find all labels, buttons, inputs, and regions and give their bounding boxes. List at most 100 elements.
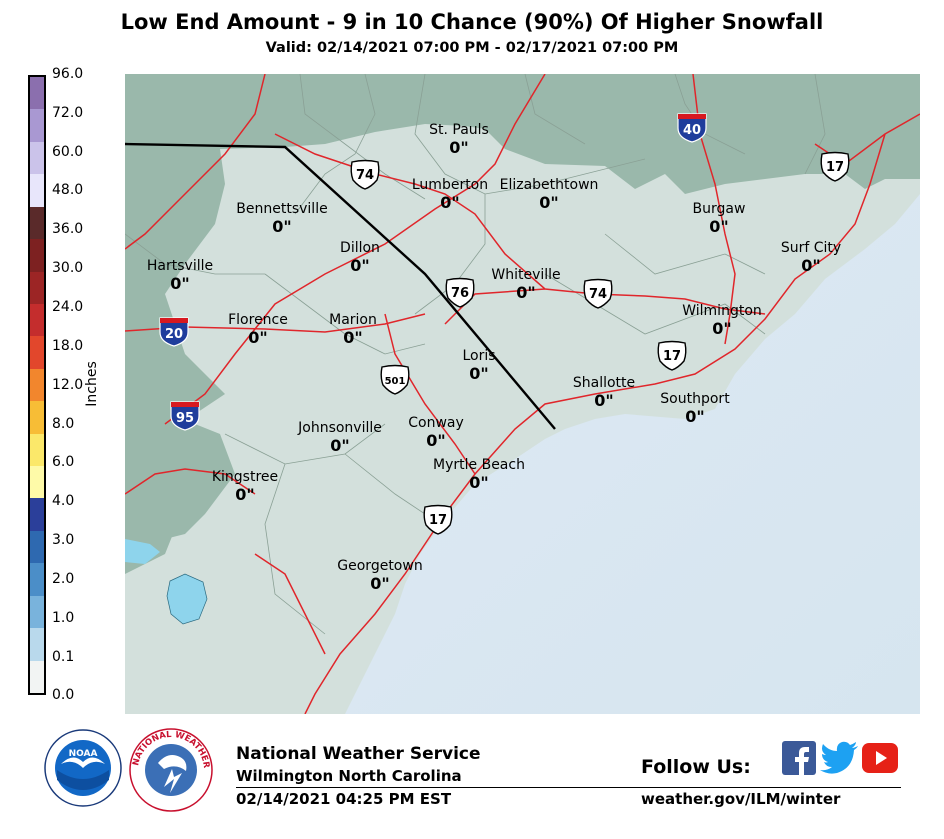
city-snow-value: 0" [272, 217, 291, 236]
city-name: Myrtle Beach [433, 457, 525, 473]
city-snow-value: 0" [248, 328, 267, 347]
legend-swatch [30, 595, 44, 629]
valid-period: Valid: 02/14/2021 07:00 PM - 02/17/2021 … [265, 40, 679, 56]
city-snow-value: 0" [516, 283, 535, 302]
road-us74 [274, 133, 766, 315]
legend-tick-label: 0.1 [52, 649, 75, 665]
legend-tick-label: 4.0 [52, 493, 75, 509]
city-snow-value: 0" [440, 193, 459, 212]
forecast-boundary [125, 142, 556, 430]
city-name: Marion [329, 312, 377, 328]
shield-number: 17 [826, 160, 844, 175]
city-snow-value: 0" [709, 217, 728, 236]
shield-number: 74 [356, 168, 374, 183]
facebook-icon[interactable] [782, 741, 816, 775]
city-snow-value: 0" [235, 485, 254, 504]
legend-swatch [30, 530, 44, 564]
city-name: Elizabethtown [500, 177, 599, 193]
shield-number: 501 [385, 376, 406, 387]
city-name: Hartsville [147, 258, 213, 274]
legend-tick-label: 36.0 [52, 221, 84, 237]
city-snow-value: 0" [170, 274, 189, 293]
city-snow-value: 0" [469, 364, 488, 383]
map-title: Low End Amount - 9 in 10 Chance (90%) Of… [120, 10, 824, 34]
org-name: National Weather Service [236, 744, 481, 764]
legend-tick-label: 96.0 [52, 66, 84, 82]
city-name: Burgaw [693, 201, 746, 217]
shield-number: 95 [176, 411, 194, 426]
city-name: Surf City [781, 240, 841, 256]
legend-tick-label: 3.0 [52, 532, 75, 548]
shield-number: 17 [429, 513, 447, 528]
color-legend [28, 75, 46, 695]
inland-water-w [125, 539, 160, 564]
twitter-icon[interactable] [820, 741, 860, 775]
ocean [345, 194, 920, 714]
city-snow-value: 0" [426, 431, 445, 450]
footer-divider [236, 787, 901, 788]
us-route-shield: 76 [445, 277, 475, 308]
city-snow-value: 0" [712, 319, 731, 338]
winter-url-link[interactable]: weather.gov/ILM/winter [641, 790, 841, 808]
legend-tick-label: 24.0 [52, 299, 84, 315]
shield-number: 17 [663, 349, 681, 364]
interstate-shield: 40 [677, 113, 707, 143]
legend-tick-label: 18.0 [52, 338, 84, 354]
road-us17-coast [304, 133, 886, 714]
noaa-logo-text: NOAA [69, 749, 98, 759]
legend-unit-label: Inches [84, 361, 100, 407]
city-snow-value: 0" [594, 391, 613, 410]
legend-tick-label: 6.0 [52, 454, 75, 470]
legend-tick-label: 0.0 [52, 687, 75, 703]
follow-us-label: Follow Us: [641, 756, 751, 778]
issue-timestamp: 02/14/2021 04:25 PM EST [236, 790, 452, 808]
city-name: Shallotte [573, 375, 635, 391]
city-name: Lumberton [412, 177, 488, 193]
legend-swatch [30, 271, 44, 304]
city-snow-value: 0" [469, 473, 488, 492]
city-snow-value: 0" [370, 574, 389, 593]
interstate-shield: 95 [170, 401, 200, 431]
legend-swatch [30, 466, 44, 499]
legend-tick-label: 30.0 [52, 260, 84, 276]
city-name: Kingstree [212, 469, 278, 485]
legend-swatch [30, 77, 44, 110]
us-route-shield: 74 [350, 159, 380, 190]
legend-swatch [30, 174, 44, 207]
legend-swatch [30, 433, 44, 467]
legend-swatch [30, 239, 44, 272]
city-name: Conway [408, 415, 464, 431]
city-name: St. Pauls [429, 122, 489, 138]
us-route-shield: 17 [657, 340, 687, 371]
legend-swatch [30, 141, 44, 175]
legend-swatch [30, 109, 44, 142]
outside-land-sw [125, 409, 235, 554]
city-snow-value: 0" [330, 436, 349, 455]
youtube-icon[interactable] [862, 741, 898, 775]
legend-swatch [30, 660, 44, 694]
legend-swatch [30, 628, 44, 661]
legend-swatch [30, 368, 44, 402]
city-snow-value: 0" [343, 328, 362, 347]
legend-tick-label: 2.0 [52, 571, 75, 587]
nws-logo: NATIONAL WEATHER SERVICE [128, 727, 213, 812]
city-name: Johnsonville [297, 420, 382, 436]
legend-swatch [30, 303, 44, 337]
legend-tick-label: 60.0 [52, 144, 84, 160]
